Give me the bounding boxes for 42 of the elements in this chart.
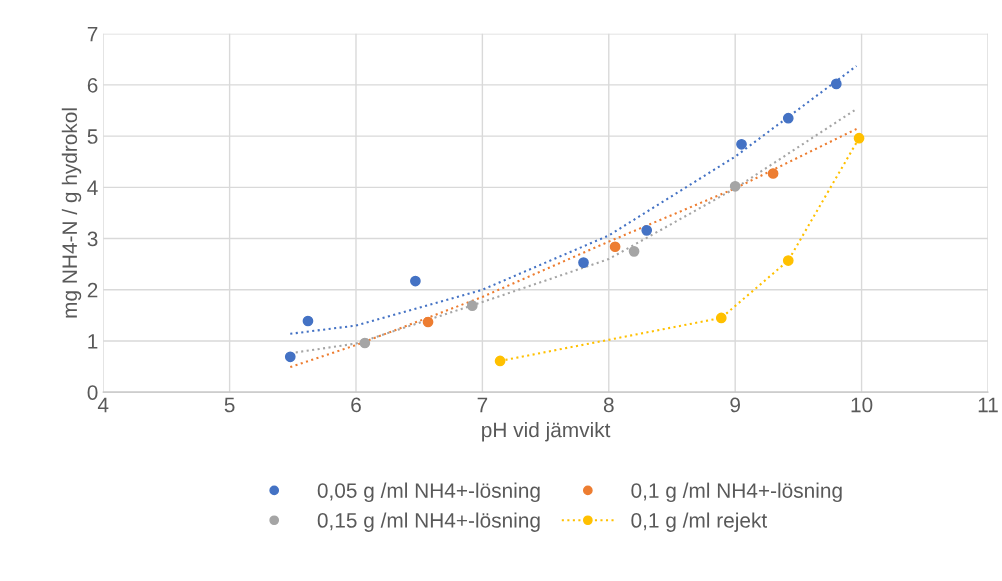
point <box>628 245 640 257</box>
point <box>715 312 727 324</box>
y-tick-label: 7 <box>87 26 98 42</box>
y-tick-label: 5 <box>87 129 98 144</box>
legend-label: 0,05 g /ml NH4+-lösning <box>317 482 540 503</box>
line-series <box>289 64 858 335</box>
point <box>359 337 371 349</box>
point <box>853 132 865 144</box>
x-tick-label: 9 <box>730 397 740 413</box>
point <box>466 300 478 311</box>
point <box>782 112 794 124</box>
point <box>302 315 314 327</box>
x-tick-label: 7 <box>477 397 488 413</box>
point <box>578 257 589 268</box>
point <box>422 316 434 328</box>
x-tick-label: 6 <box>351 397 361 413</box>
x-tick-label: 8 <box>603 397 614 413</box>
point <box>830 78 842 90</box>
point <box>494 355 506 367</box>
y-tick-label: 3 <box>87 231 98 247</box>
point <box>410 275 421 287</box>
point <box>641 224 653 236</box>
x-tick-label: 10 <box>851 397 873 413</box>
y-axis-title: mg NH4-N / g hydrokol <box>61 108 82 318</box>
x-tick-label: 11 <box>978 397 998 413</box>
y-tick-label: 6 <box>87 77 98 93</box>
point <box>782 255 794 266</box>
legend-label: 0,1 g /ml NH4+-lösning <box>631 482 842 503</box>
legend-label: 0,1 g /ml rejekt <box>631 512 768 532</box>
y-tick-label: 1 <box>88 334 98 349</box>
point <box>729 180 741 192</box>
y-tick-label: 4 <box>87 180 98 195</box>
y-tick-label: 0 <box>87 385 98 400</box>
legend-label: 0,15 g /ml NH4+-lösning <box>317 512 540 532</box>
x-tick-label: 4 <box>97 397 109 413</box>
x-axis-title: pH vid jämvikt <box>482 422 611 442</box>
x-tick-label: 5 <box>224 397 235 413</box>
point <box>609 241 621 253</box>
point <box>284 351 296 363</box>
y-tick-label: 2 <box>87 282 98 298</box>
point <box>767 168 779 179</box>
point <box>736 138 747 150</box>
